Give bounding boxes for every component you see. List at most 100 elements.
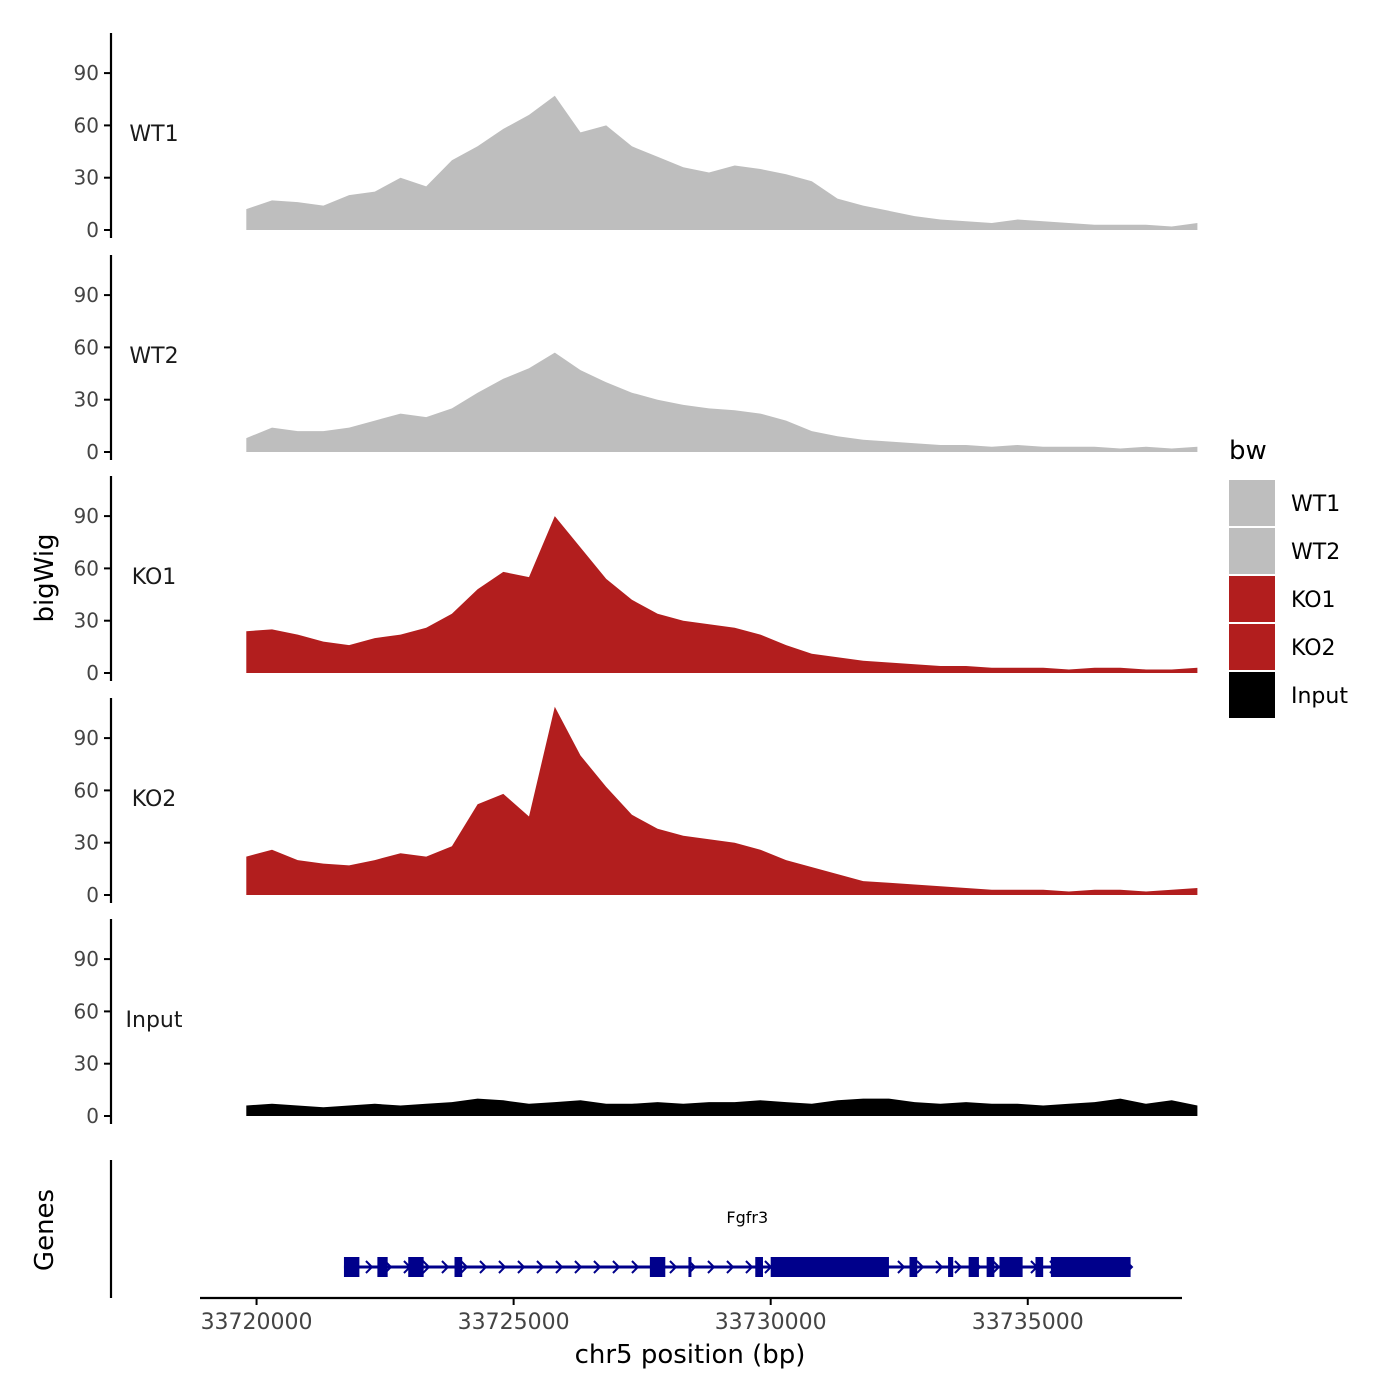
track-input: 0 30 60 90 Input xyxy=(74,919,1198,1128)
data-point xyxy=(476,145,478,147)
y-tick-label: 90 xyxy=(74,726,99,750)
data-point xyxy=(1119,889,1121,891)
strand-arrow-icon xyxy=(422,1260,431,1274)
data-point xyxy=(1093,446,1095,448)
exon xyxy=(649,1257,666,1277)
data-point xyxy=(734,164,736,166)
data-point xyxy=(1171,1099,1173,1101)
data-point xyxy=(811,1103,813,1105)
legend-title: bw xyxy=(1229,436,1267,466)
data-point xyxy=(1145,890,1147,892)
y-tick-label: 0 xyxy=(86,218,99,242)
data-point xyxy=(991,446,993,448)
data-point xyxy=(271,849,273,851)
data-point xyxy=(913,883,915,885)
data-point xyxy=(811,653,813,655)
track-panels: 0 30 60 90 WT1 0 30 60 90 WT2 0 30 60 90 KO1 0 30 60 90 KO2… xyxy=(74,33,1198,1128)
data-point xyxy=(1093,224,1095,226)
strand-arrow-icon xyxy=(916,1260,925,1274)
data-point xyxy=(1145,446,1147,448)
data-point xyxy=(631,599,633,601)
data-point xyxy=(425,185,427,187)
data-point xyxy=(811,866,813,868)
area-ko1 xyxy=(246,516,1198,673)
genes-axis-title: Genes xyxy=(30,1189,60,1271)
data-point xyxy=(399,177,401,179)
data-point xyxy=(708,1101,710,1103)
data-point xyxy=(682,835,684,837)
legend-key-wt2 xyxy=(1229,528,1275,574)
data-point xyxy=(939,665,941,667)
x-axis: 33720000 33725000 33730000 33735000 xyxy=(200,1296,1182,1335)
data-point xyxy=(759,849,761,851)
data-point xyxy=(682,404,684,406)
data-point xyxy=(888,210,890,212)
data-point xyxy=(1068,1103,1070,1105)
data-point xyxy=(734,409,736,411)
legend-key-wt1 xyxy=(1229,480,1275,526)
data-point xyxy=(451,613,453,615)
data-point xyxy=(502,378,504,380)
data-point xyxy=(785,173,787,175)
data-point xyxy=(554,706,556,708)
data-point xyxy=(297,430,299,432)
strand-arrow-icon xyxy=(631,1260,640,1274)
data-point xyxy=(991,889,993,891)
exon xyxy=(377,1257,388,1277)
data-point xyxy=(451,159,453,161)
area-ko2 xyxy=(246,706,1198,895)
data-point xyxy=(502,571,504,573)
track-label: KO1 xyxy=(132,565,177,590)
data-point xyxy=(1196,446,1198,448)
data-point xyxy=(656,828,658,830)
data-point xyxy=(708,838,710,840)
data-point xyxy=(245,630,247,632)
legend-key-ko2 xyxy=(1229,624,1275,670)
data-point xyxy=(939,885,941,887)
exon xyxy=(968,1257,979,1277)
data-point xyxy=(734,627,736,629)
y-tick-label: 30 xyxy=(74,388,99,412)
data-point xyxy=(1068,446,1070,448)
data-point xyxy=(965,665,967,667)
y-tick-label: 30 xyxy=(74,831,99,855)
data-point xyxy=(348,1104,350,1106)
legend-label-ko2: KO2 xyxy=(1291,636,1336,661)
data-point xyxy=(913,1101,915,1103)
data-point xyxy=(502,1099,504,1101)
data-point xyxy=(374,419,376,421)
data-point xyxy=(1119,224,1121,226)
data-point xyxy=(1068,890,1070,892)
data-point xyxy=(785,419,787,421)
y-tick-label: 90 xyxy=(74,504,99,528)
data-point xyxy=(1196,1104,1198,1106)
data-point xyxy=(297,859,299,861)
data-point xyxy=(451,1101,453,1103)
data-point xyxy=(1171,889,1173,891)
strand-arrow-icon xyxy=(669,1260,678,1274)
data-point xyxy=(476,1097,478,1099)
track-wt2: 0 30 60 90 WT2 xyxy=(74,255,1198,464)
y-tick-label: 60 xyxy=(74,778,99,802)
data-point xyxy=(579,131,581,133)
y-tick-label: 90 xyxy=(74,947,99,971)
exon xyxy=(1035,1257,1044,1277)
data-point xyxy=(811,430,813,432)
exon xyxy=(909,1257,918,1277)
data-point xyxy=(888,882,890,884)
strand-arrow-icon xyxy=(574,1260,583,1274)
area-wt1 xyxy=(246,95,1198,230)
data-point xyxy=(1042,889,1044,891)
data-point xyxy=(399,852,401,854)
strand-arrow-icon xyxy=(897,1260,906,1274)
y-tick-label: 60 xyxy=(74,556,99,580)
data-point xyxy=(579,754,581,756)
data-point xyxy=(656,156,658,158)
y-tick-label: 30 xyxy=(74,166,99,190)
data-point xyxy=(528,1103,530,1105)
exon xyxy=(770,1257,889,1277)
data-point xyxy=(862,1097,864,1099)
data-point xyxy=(1016,218,1018,220)
data-point xyxy=(348,426,350,428)
data-point xyxy=(374,637,376,639)
